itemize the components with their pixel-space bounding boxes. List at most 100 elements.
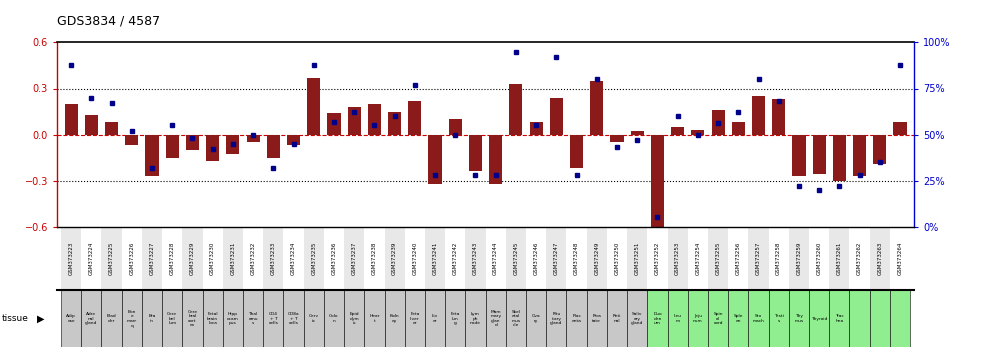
Bar <box>365 290 384 347</box>
Bar <box>688 227 708 290</box>
Bar <box>590 81 604 135</box>
Bar <box>101 290 122 347</box>
Text: Sple
en: Sple en <box>733 314 743 323</box>
Bar <box>607 290 627 347</box>
Bar <box>627 227 648 290</box>
Bar <box>752 96 765 135</box>
Bar <box>870 290 890 347</box>
Text: GSM373264: GSM373264 <box>897 242 902 275</box>
Text: GSM373246: GSM373246 <box>534 242 539 275</box>
Text: GSM373229: GSM373229 <box>190 242 195 275</box>
Text: GSM373235: GSM373235 <box>312 242 317 275</box>
Bar <box>830 227 849 290</box>
Text: GSM373226: GSM373226 <box>130 242 135 275</box>
Text: GSM373262: GSM373262 <box>857 242 862 275</box>
Text: GSM373253: GSM373253 <box>675 242 680 275</box>
Text: Liv
er: Liv er <box>432 314 438 323</box>
Text: GSM373260: GSM373260 <box>817 242 822 275</box>
Bar <box>788 290 809 347</box>
Bar <box>323 290 344 347</box>
Text: GSM373227: GSM373227 <box>149 242 154 275</box>
Text: GSM373224: GSM373224 <box>88 242 94 275</box>
Bar <box>566 290 587 347</box>
Bar <box>486 227 506 290</box>
Bar <box>122 227 142 290</box>
Text: Feta
liver
er: Feta liver er <box>410 312 420 325</box>
Text: Jeju
num: Jeju num <box>693 314 703 323</box>
Text: Spin
al
cord: Spin al cord <box>714 312 723 325</box>
Bar <box>570 135 583 168</box>
Bar <box>731 122 745 135</box>
Bar <box>368 104 381 135</box>
Bar <box>890 227 910 290</box>
Text: GSM373232: GSM373232 <box>251 242 256 275</box>
Bar <box>425 290 445 347</box>
Text: GSM373239: GSM373239 <box>392 242 397 275</box>
Bar <box>769 227 788 290</box>
Text: GSM373250: GSM373250 <box>614 242 619 275</box>
Text: Testi
s: Testi s <box>774 314 783 323</box>
Bar <box>61 290 82 347</box>
Bar <box>384 227 405 290</box>
Bar <box>566 227 587 290</box>
Text: Thy
mus: Thy mus <box>794 314 803 323</box>
Text: GSM373238: GSM373238 <box>372 242 376 275</box>
Text: GSM373243: GSM373243 <box>473 242 478 275</box>
Bar <box>465 227 486 290</box>
Bar <box>849 227 870 290</box>
Bar <box>509 84 523 135</box>
Bar <box>283 227 304 290</box>
Bar <box>202 290 223 347</box>
Bar <box>166 135 179 158</box>
Bar <box>408 101 422 135</box>
Bar <box>223 227 243 290</box>
Text: Pros
tate: Pros tate <box>593 314 602 323</box>
Text: Lym
ph
node: Lym ph node <box>470 312 481 325</box>
Text: GSM373261: GSM373261 <box>837 242 841 275</box>
Bar <box>587 290 607 347</box>
Bar <box>65 104 78 135</box>
Text: Bon
e
marr
q: Bon e marr q <box>127 310 137 327</box>
Bar <box>142 227 162 290</box>
Bar <box>247 135 260 142</box>
Text: GSM373223: GSM373223 <box>69 242 74 275</box>
Text: GSM373258: GSM373258 <box>777 242 781 275</box>
Bar <box>202 227 223 290</box>
Text: GSM373230: GSM373230 <box>210 242 215 275</box>
Bar <box>388 112 401 135</box>
Bar <box>429 135 441 184</box>
Bar <box>162 227 183 290</box>
Bar <box>405 290 425 347</box>
Bar <box>526 290 547 347</box>
Bar <box>547 227 566 290</box>
Text: ▶: ▶ <box>37 314 45 324</box>
Bar <box>425 227 445 290</box>
Bar <box>773 99 785 135</box>
Text: Fetal
brain
loca: Fetal brain loca <box>207 312 218 325</box>
Bar <box>142 290 162 347</box>
Bar <box>748 290 769 347</box>
Text: GSM373249: GSM373249 <box>595 242 600 275</box>
Text: Cerv
ix: Cerv ix <box>309 314 318 323</box>
Bar <box>708 290 728 347</box>
Text: GSM373241: GSM373241 <box>433 242 437 275</box>
Bar <box>101 227 122 290</box>
Text: Cere
bel
lum: Cere bel lum <box>167 312 177 325</box>
Bar <box>183 290 202 347</box>
Text: GSM373263: GSM373263 <box>877 242 883 275</box>
Bar <box>243 290 263 347</box>
Text: GSM373237: GSM373237 <box>352 242 357 275</box>
Bar <box>263 290 283 347</box>
Bar <box>82 290 101 347</box>
Bar <box>365 227 384 290</box>
Text: Saliv
ary
gland: Saliv ary gland <box>631 312 644 325</box>
Bar <box>547 290 566 347</box>
Bar <box>530 122 543 135</box>
Bar <box>506 227 526 290</box>
Text: GSM373228: GSM373228 <box>170 242 175 275</box>
Bar <box>610 135 623 142</box>
Text: GSM373233: GSM373233 <box>271 242 276 275</box>
Text: GSM373234: GSM373234 <box>291 242 296 275</box>
Bar <box>788 227 809 290</box>
Bar <box>327 113 340 135</box>
